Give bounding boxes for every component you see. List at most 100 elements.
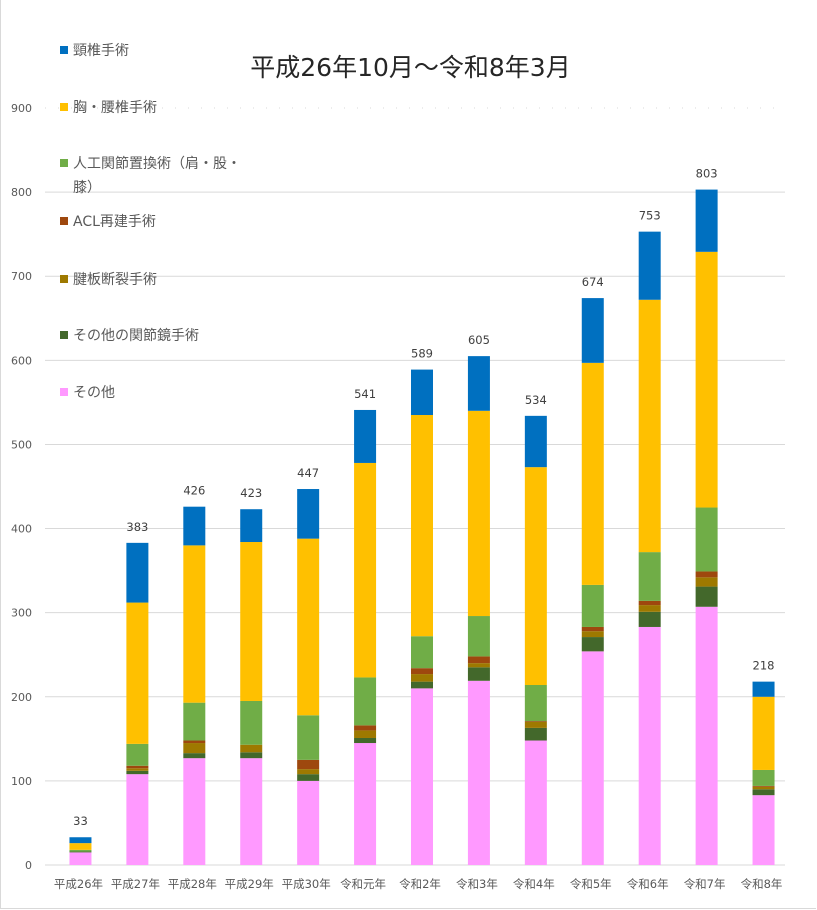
- bar-segment: [69, 849, 92, 852]
- legend-label: その他: [73, 385, 115, 401]
- bar-segment: [581, 584, 604, 627]
- x-tick-label: 平成28年: [168, 877, 217, 891]
- x-tick-label: 令和6年: [627, 877, 669, 891]
- bar-segment: [752, 789, 775, 796]
- bar-segment: [695, 586, 718, 607]
- total-label: 605: [468, 333, 490, 347]
- bar-segment: [354, 737, 377, 744]
- bar-segment: [354, 409, 377, 463]
- bar-segment: [240, 509, 263, 543]
- bar-segment: [126, 765, 149, 769]
- x-tick-label: 令和2年: [399, 877, 441, 891]
- bar-segment: [183, 753, 206, 759]
- bar-segment: [297, 489, 320, 539]
- bar-segment: [581, 626, 604, 632]
- bar-segment: [411, 369, 433, 416]
- bar-segment: [467, 656, 490, 664]
- bar-segment: [638, 605, 661, 612]
- bar-segment: [297, 715, 320, 760]
- bar-segment: [752, 696, 775, 770]
- y-tick-label: 100: [11, 775, 32, 788]
- y-tick-label: 900: [11, 102, 32, 115]
- bar-segment: [467, 410, 490, 617]
- bar-segment: [183, 740, 206, 744]
- legend-swatch: [60, 388, 68, 396]
- bars: [69, 189, 775, 865]
- bar-segment: [638, 231, 661, 300]
- bar-segment: [581, 637, 604, 652]
- legend-swatch: [60, 46, 68, 54]
- data-labels: 33 383 426 423 447 541 589 605 534 674 753 803 218: [73, 167, 774, 829]
- bar-segment: [581, 651, 604, 865]
- bar-segment: [126, 768, 149, 771]
- bar-segment: [524, 721, 547, 723]
- total-label: 589: [411, 347, 433, 361]
- bar-segment: [69, 852, 92, 865]
- x-tick-label: 令和7年: [684, 877, 726, 891]
- chart-title: 平成26年10月～令和8年3月: [0, 48, 817, 84]
- x-tick-label: 令和元年: [340, 877, 386, 891]
- bar-segment: [752, 795, 775, 865]
- x-tick-label: 令和3年: [456, 877, 498, 891]
- x-tick-label: 平成29年: [225, 877, 274, 891]
- x-axis: 平成26年 平成27年 平成28年 平成29年 平成30年 令和元年 令和2年 令和3年 令和4…: [54, 877, 783, 891]
- legend-label: 人工関節置換術（肩・股・: [73, 155, 241, 172]
- bar-segment: [126, 774, 149, 865]
- bar-segment: [467, 663, 490, 668]
- bar-segment: [354, 725, 377, 731]
- total-label: 383: [126, 520, 148, 534]
- bar-segment: [467, 616, 490, 657]
- bar-segment: [297, 774, 320, 781]
- legend-swatch: [60, 275, 68, 283]
- bar-segment: [695, 571, 718, 578]
- y-tick-label: 400: [11, 523, 32, 536]
- bar-segment: [638, 611, 661, 627]
- x-tick-label: 平成26年: [54, 877, 103, 891]
- bar-segment: [752, 785, 775, 787]
- bar-segment: [752, 786, 775, 790]
- bar-segment: [126, 542, 149, 603]
- total-label: 753: [639, 209, 661, 223]
- bar-segment: [524, 415, 547, 468]
- bar-segment: [638, 299, 661, 553]
- bar-segment: [467, 667, 490, 681]
- bar-segment: [411, 681, 433, 689]
- total-label: 803: [696, 167, 718, 181]
- bar-segment: [183, 758, 206, 865]
- bar-segment: [354, 730, 377, 738]
- total-label: 674: [582, 275, 604, 289]
- legend-label: その他の関節鏡手術: [73, 327, 199, 344]
- bar-segment: [183, 702, 206, 741]
- y-tick-label: 500: [11, 438, 32, 451]
- bar-segment: [467, 680, 490, 865]
- x-tick-label: 平成30年: [282, 877, 331, 891]
- y-tick-label: 200: [11, 691, 32, 704]
- bar-segment: [183, 743, 206, 754]
- total-label: 541: [354, 387, 376, 401]
- bar-segment: [411, 688, 433, 865]
- x-tick-label: 令和4年: [513, 877, 555, 891]
- bar-segment: [581, 362, 604, 585]
- bar-segment: [524, 685, 547, 722]
- bar-segment: [467, 356, 490, 411]
- bar-segment: [240, 744, 263, 753]
- y-tick-label: 800: [11, 186, 32, 199]
- y-tick-label: 0: [25, 859, 32, 872]
- bar-segment: [411, 674, 433, 682]
- bar-segment: [354, 462, 377, 678]
- bar-segment: [297, 538, 320, 716]
- bar-segment: [411, 415, 433, 637]
- bar-segment: [524, 727, 547, 741]
- bar-segment: [240, 758, 263, 865]
- bar-segment: [126, 743, 149, 766]
- x-tick-label: 平成27年: [111, 877, 160, 891]
- bar-segment: [524, 740, 547, 865]
- bar-segment: [126, 602, 149, 744]
- bar-segment: [354, 743, 377, 865]
- legend-label-continued: 膝）: [73, 180, 101, 196]
- total-label: 447: [297, 466, 319, 480]
- bar-segment: [297, 759, 320, 770]
- total-label: 218: [753, 659, 775, 673]
